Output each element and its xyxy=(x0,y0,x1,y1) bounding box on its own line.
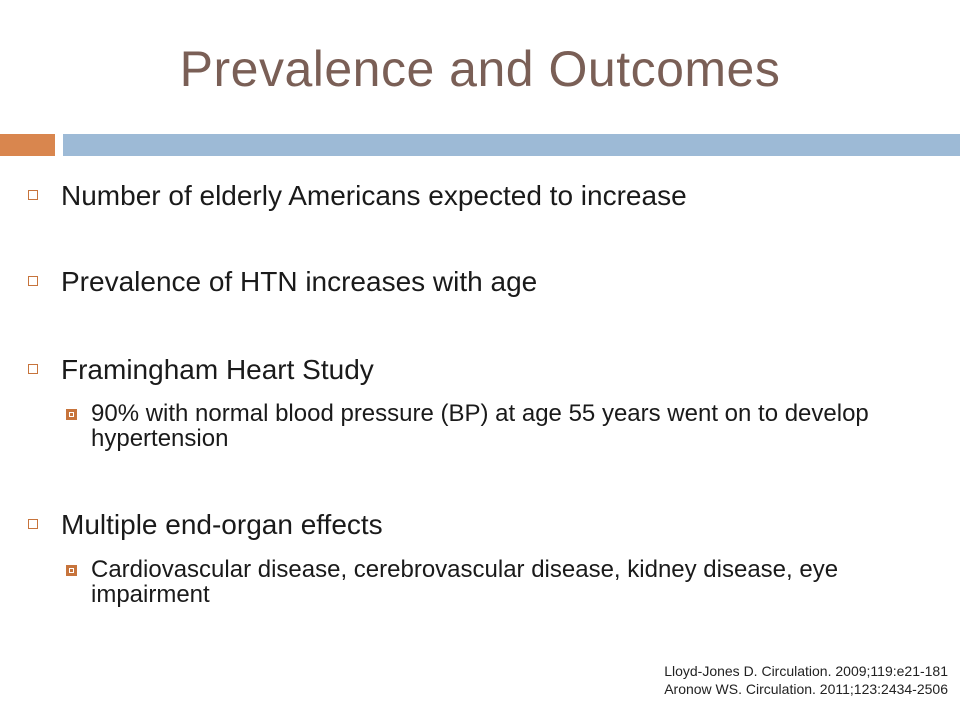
filled-square-bullet-icon xyxy=(66,565,77,576)
title-accent-bar-orange xyxy=(0,134,55,156)
bullet-text: Framingham Heart Study xyxy=(61,354,374,385)
filled-square-bullet-icon xyxy=(66,409,77,420)
reference-line: Lloyd-Jones D. Circulation. 2009;119:e21… xyxy=(664,663,948,679)
sub-bullet-text: Cardiovascular disease, cerebrovascular … xyxy=(91,556,839,608)
hollow-square-bullet-icon xyxy=(28,519,38,529)
references: Lloyd-Jones D. Circulation. 2009;119:e21… xyxy=(664,662,948,698)
hollow-square-bullet-icon xyxy=(28,276,38,286)
reference-line: Aronow WS. Circulation. 2011;123:2434-25… xyxy=(664,681,948,697)
slide-title: Prevalence and Outcomes xyxy=(179,41,781,97)
hollow-square-bullet-icon xyxy=(28,364,38,374)
title-accent-bar-blue xyxy=(63,134,960,156)
bullet-text: Number of elderly Americans expected to … xyxy=(61,180,687,211)
bullet-text: Prevalence of HTN increases with age xyxy=(61,266,538,297)
hollow-square-bullet-icon xyxy=(28,190,38,200)
sub-bullet-text: 90% with normal blood pressure (BP) at a… xyxy=(91,400,869,452)
bullet-text: Multiple end-organ effects xyxy=(61,509,383,540)
